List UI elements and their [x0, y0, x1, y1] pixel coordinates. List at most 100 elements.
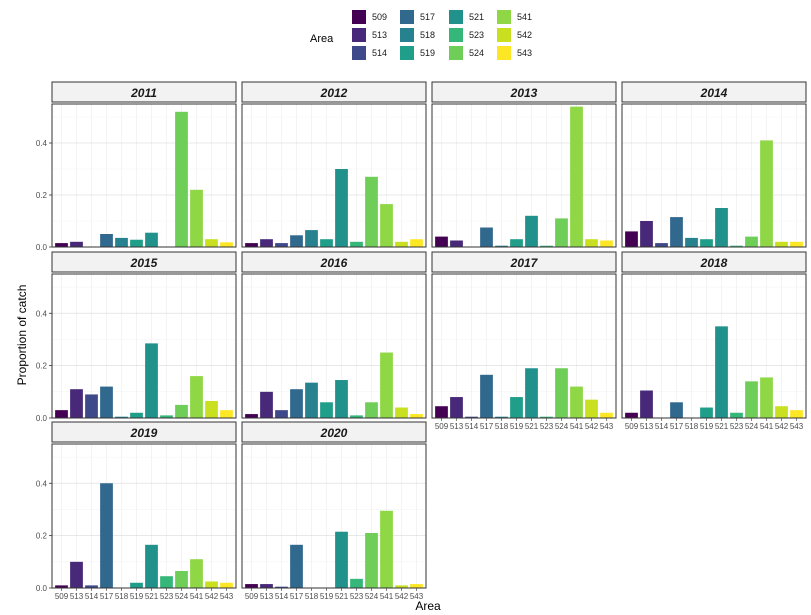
panel-border — [51, 443, 237, 589]
bar-509 — [55, 410, 68, 418]
y-tick-label: 0.0 — [36, 584, 48, 593]
facet-strip — [51, 81, 237, 103]
bar-543 — [410, 239, 423, 247]
bar-518 — [685, 237, 698, 247]
y-tick-label: 0.0 — [36, 414, 48, 423]
x-tick-label: 519 — [700, 422, 714, 431]
bar-524 — [365, 176, 378, 247]
y-tick-label: 0.2 — [36, 191, 48, 200]
facet-title: 2015 — [130, 256, 158, 270]
bar-542 — [585, 399, 598, 418]
bar-521 — [145, 544, 158, 588]
facet-title: 2013 — [510, 86, 538, 100]
legend-swatch — [400, 28, 414, 42]
bar-509 — [55, 585, 68, 588]
bar-517 — [100, 386, 113, 418]
bar-513 — [260, 391, 273, 418]
x-tick-label: 521 — [335, 592, 349, 601]
facet-panel-2018: 2018 509 513 514 517 518 519 521 523 524 541 542 543 — [621, 251, 807, 431]
x-tick-label: 523 — [350, 592, 364, 601]
bar-517 — [290, 235, 303, 247]
y-axis-title: Proportion of catch — [15, 285, 29, 386]
bar-542 — [395, 241, 408, 247]
facet-strip — [431, 81, 617, 103]
bar-524 — [745, 381, 758, 418]
legend-swatch — [352, 10, 366, 24]
bar-523 — [160, 415, 173, 418]
bar-518 — [495, 245, 508, 247]
x-tick-label: 521 — [525, 422, 539, 431]
facet-panel-2013: 2013 — [431, 81, 617, 248]
bar-521 — [715, 208, 728, 247]
legend-swatch — [352, 28, 366, 42]
x-tick-label: 543 — [220, 592, 234, 601]
bar-541 — [190, 189, 203, 247]
bar-542 — [775, 241, 788, 247]
x-tick-label: 517 — [670, 422, 684, 431]
facet-panel-2011: 2011 0.0 0.2 0.4 — [36, 81, 237, 252]
x-tick-label: 519 — [130, 592, 144, 601]
bar-517 — [290, 544, 303, 588]
bar-524 — [175, 570, 188, 588]
x-tick-label: 514 — [85, 592, 99, 601]
bar-514 — [465, 416, 478, 418]
panel-border — [431, 103, 617, 248]
plot-background — [242, 444, 426, 588]
bar-524 — [365, 402, 378, 418]
legend-label: 541 — [517, 12, 532, 22]
legend-label: 514 — [372, 48, 387, 58]
bar-521 — [335, 380, 348, 418]
x-axis-title: Area — [415, 599, 441, 613]
bar-521 — [525, 215, 538, 247]
bar-524 — [175, 111, 188, 247]
bar-519 — [130, 582, 143, 588]
bar-514 — [275, 410, 288, 418]
bar-543 — [790, 241, 803, 247]
x-tick-label: 524 — [365, 592, 379, 601]
x-tick-label: 543 — [410, 592, 424, 601]
facet-strip — [621, 81, 807, 103]
facet-title: 2020 — [320, 426, 348, 440]
y-tick-label: 0.0 — [36, 243, 48, 252]
legend-swatch — [449, 46, 463, 60]
panel-border — [241, 103, 427, 248]
x-tick-label: 517 — [290, 592, 304, 601]
bar-521 — [335, 169, 348, 247]
bar-521 — [525, 368, 538, 418]
facet-title: 2014 — [700, 86, 728, 100]
legend-swatch — [497, 28, 511, 42]
x-tick-label: 513 — [640, 422, 654, 431]
x-tick-label: 524 — [555, 422, 569, 431]
y-tick-label: 0.4 — [36, 479, 48, 488]
facet-panel-2012: 2012 — [241, 81, 427, 248]
legend: Area 509 513 514 517 518 519 521 523 524 541 542 543 — [310, 10, 532, 60]
legend-label: 543 — [517, 48, 532, 58]
x-tick-label: 509 — [55, 592, 69, 601]
x-tick-label: 518 — [115, 592, 129, 601]
x-tick-label: 541 — [570, 422, 584, 431]
legend-swatch — [449, 28, 463, 42]
facet-panel-2017: 2017 509 513 514 517 518 519 521 523 524 541 542 543 — [431, 251, 617, 431]
facet-strip — [51, 421, 237, 443]
bar-518 — [115, 237, 128, 247]
x-tick-label: 543 — [600, 422, 614, 431]
bar-524 — [365, 533, 378, 588]
facet-strip — [241, 251, 427, 273]
legend-label: 521 — [469, 12, 484, 22]
bar-509 — [435, 236, 448, 247]
bar-541 — [760, 377, 773, 418]
bar-513 — [70, 241, 83, 247]
bar-514 — [275, 586, 288, 588]
bar-509 — [55, 243, 68, 247]
legend-label: 509 — [372, 12, 387, 22]
legend-swatch — [400, 10, 414, 24]
x-tick-label: 517 — [480, 422, 494, 431]
legend-label: 513 — [372, 30, 387, 40]
bar-542 — [205, 239, 218, 247]
legend-title: Area — [310, 33, 334, 45]
bar-542 — [395, 407, 408, 418]
x-tick-label: 518 — [305, 592, 319, 601]
bar-519 — [510, 397, 523, 418]
legend-label: 542 — [517, 30, 532, 40]
facet-strip — [431, 251, 617, 273]
